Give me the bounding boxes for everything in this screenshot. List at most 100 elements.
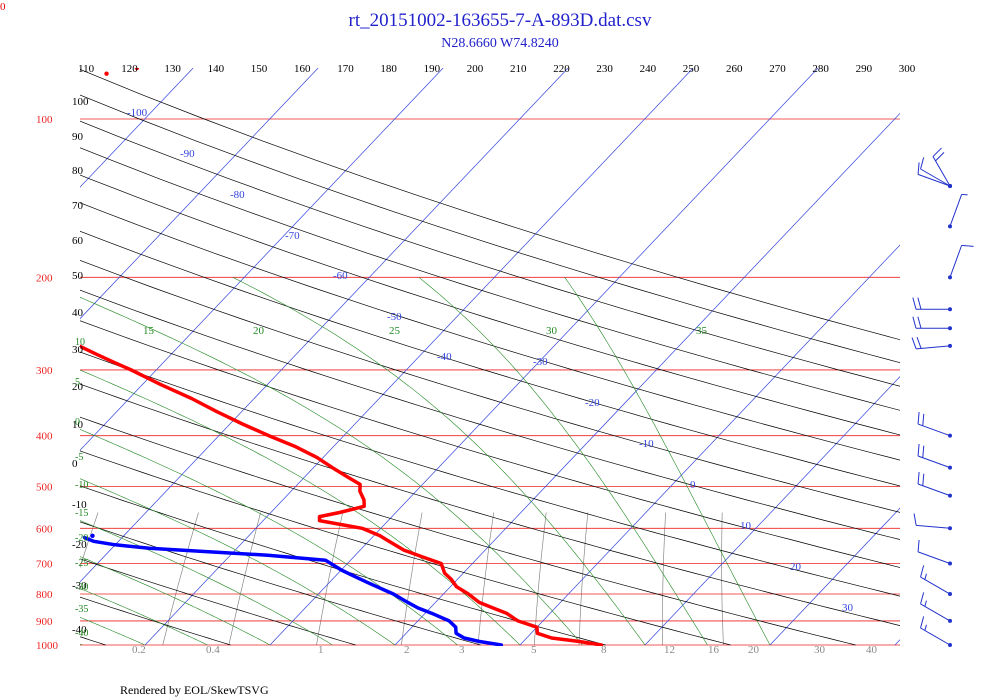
theta-tick-label: 170	[337, 63, 354, 75]
wind-barb-feather	[922, 445, 925, 458]
mixing-ratio-label: 8	[601, 644, 607, 656]
isotherm-label: -60	[333, 270, 348, 282]
moist-adiabat	[80, 643, 83, 646]
wind-barb-feather	[961, 244, 974, 247]
wind-barb	[920, 616, 952, 647]
moist-adiabat	[0, 399, 20, 646]
moist-adiabat	[80, 478, 396, 646]
dry-adiabat-label: 70	[72, 200, 84, 212]
theta-tick-label: 210	[510, 63, 527, 75]
isotherm-line	[269, 68, 819, 646]
moist-adiabat	[80, 369, 521, 646]
mixing-ratio-label: 12	[664, 644, 675, 656]
moist-adiabat	[232, 277, 646, 646]
pressure-tick-label: 800	[36, 589, 53, 601]
temperature-point	[10, 85, 14, 89]
theta-tick-label: 140	[208, 63, 225, 75]
isotherm-line	[644, 376, 900, 646]
isotherm-label: 30	[842, 602, 854, 614]
mixing-ratio-label: 20	[748, 644, 760, 656]
moist-adiabat-label: -30	[75, 582, 88, 593]
wind-barb-feather	[912, 316, 917, 329]
dry-adiabat	[80, 351, 900, 597]
pressure-tick-label: 100	[36, 114, 53, 126]
wind-barb-feather	[932, 147, 942, 157]
dry-adiabat	[80, 596, 231, 646]
wind-barb-feather	[917, 297, 922, 310]
moist-adiabat	[80, 588, 208, 646]
temperature-point	[68, 77, 72, 81]
mixing-ratio-label: 1	[318, 644, 324, 656]
dewpoint-profile-upper	[0, 293, 6, 487]
wind-barb-feather	[913, 513, 917, 526]
mixing-ratio-label: 30	[814, 644, 826, 656]
corner-label: 0	[0, 1, 6, 13]
isotherm-line	[769, 507, 900, 646]
isotherm-line	[80, 68, 444, 451]
grid-layer	[0, 68, 900, 646]
temperature-profile	[80, 344, 604, 646]
mixing-ratio-line	[162, 512, 199, 646]
pressure-tick-label: 200	[36, 272, 53, 284]
dry-adiabat-label: -40	[72, 624, 87, 636]
theta-tick-label: 180	[380, 63, 397, 75]
dry-adiabat	[80, 485, 606, 646]
wind-barb-staff	[932, 156, 951, 187]
moist-adiabat	[80, 296, 583, 646]
isotherm-line	[80, 68, 194, 188]
dry-adiabat	[80, 636, 106, 646]
pressure-tick-label: 700	[36, 559, 53, 571]
wind-barb-staff	[917, 455, 951, 469]
theta-tick-label: 160	[294, 63, 311, 75]
dry-adiabat	[80, 69, 900, 341]
mixing-ratio-label: 3	[459, 644, 465, 656]
pressure-tick-label: 500	[36, 482, 53, 494]
dry-adiabat-label: -10	[72, 499, 87, 511]
dry-adiabat	[80, 416, 856, 646]
wind-barb-staff	[920, 627, 951, 646]
mixing-ratio-label: 16	[708, 644, 720, 656]
moist-adiabat-label: -10	[75, 480, 88, 491]
wind-barb-feather	[917, 162, 920, 175]
mixing-ratio-line	[578, 512, 589, 646]
isotherm-line	[394, 112, 900, 646]
temperature-point	[134, 68, 140, 71]
moist-adiabat	[418, 277, 708, 646]
wind-barb-feather	[961, 193, 968, 196]
pressure-tick-label: 300	[36, 365, 53, 377]
wind-barb-feather	[920, 565, 925, 578]
dewpoint-point	[90, 533, 95, 538]
dry-adiabat	[80, 521, 481, 646]
wind-barb-feather	[917, 539, 920, 552]
wind-barb-staff	[920, 168, 951, 187]
theta-tick-label: 270	[769, 63, 786, 75]
isotherm-label: -100	[127, 107, 148, 119]
wind-barb-feather	[911, 337, 917, 350]
mixing-ratio-line	[401, 512, 423, 646]
isotherm-label: -40	[437, 351, 452, 363]
dry-adiabat	[80, 202, 900, 461]
dry-adiabat	[80, 174, 900, 436]
mixing-ratio-line	[721, 512, 724, 646]
wind-barb-staff	[949, 194, 963, 227]
moist-adiabat-label: 5	[75, 377, 80, 388]
wind-barb-feather	[917, 443, 920, 457]
wind-barb-staff	[916, 345, 951, 350]
pressure-tick-label: 400	[36, 431, 53, 443]
moist-adiabat-label: 10	[75, 337, 85, 348]
wind-barb	[920, 565, 952, 597]
theta-tick-label: 150	[251, 63, 268, 75]
dewpoint-profile	[82, 535, 504, 646]
chart-title: rt_20151002-163655-7-A-893D.dat.csv	[348, 10, 652, 31]
pressure-tick-label: 900	[36, 616, 53, 628]
theta-tick-label: 300	[899, 63, 916, 75]
theta-tick-label: 120	[121, 63, 138, 75]
isotherm-label: -80	[230, 189, 245, 201]
wind-barb-staff	[916, 524, 951, 529]
wind-barb-staff	[920, 603, 951, 622]
theta-tick-label: 200	[467, 63, 484, 75]
dry-adiabat	[80, 383, 900, 626]
moist-adiabat-top-label: 20	[253, 325, 265, 337]
dry-adiabat	[80, 120, 900, 387]
moist-adiabat-label: -35	[75, 604, 88, 615]
